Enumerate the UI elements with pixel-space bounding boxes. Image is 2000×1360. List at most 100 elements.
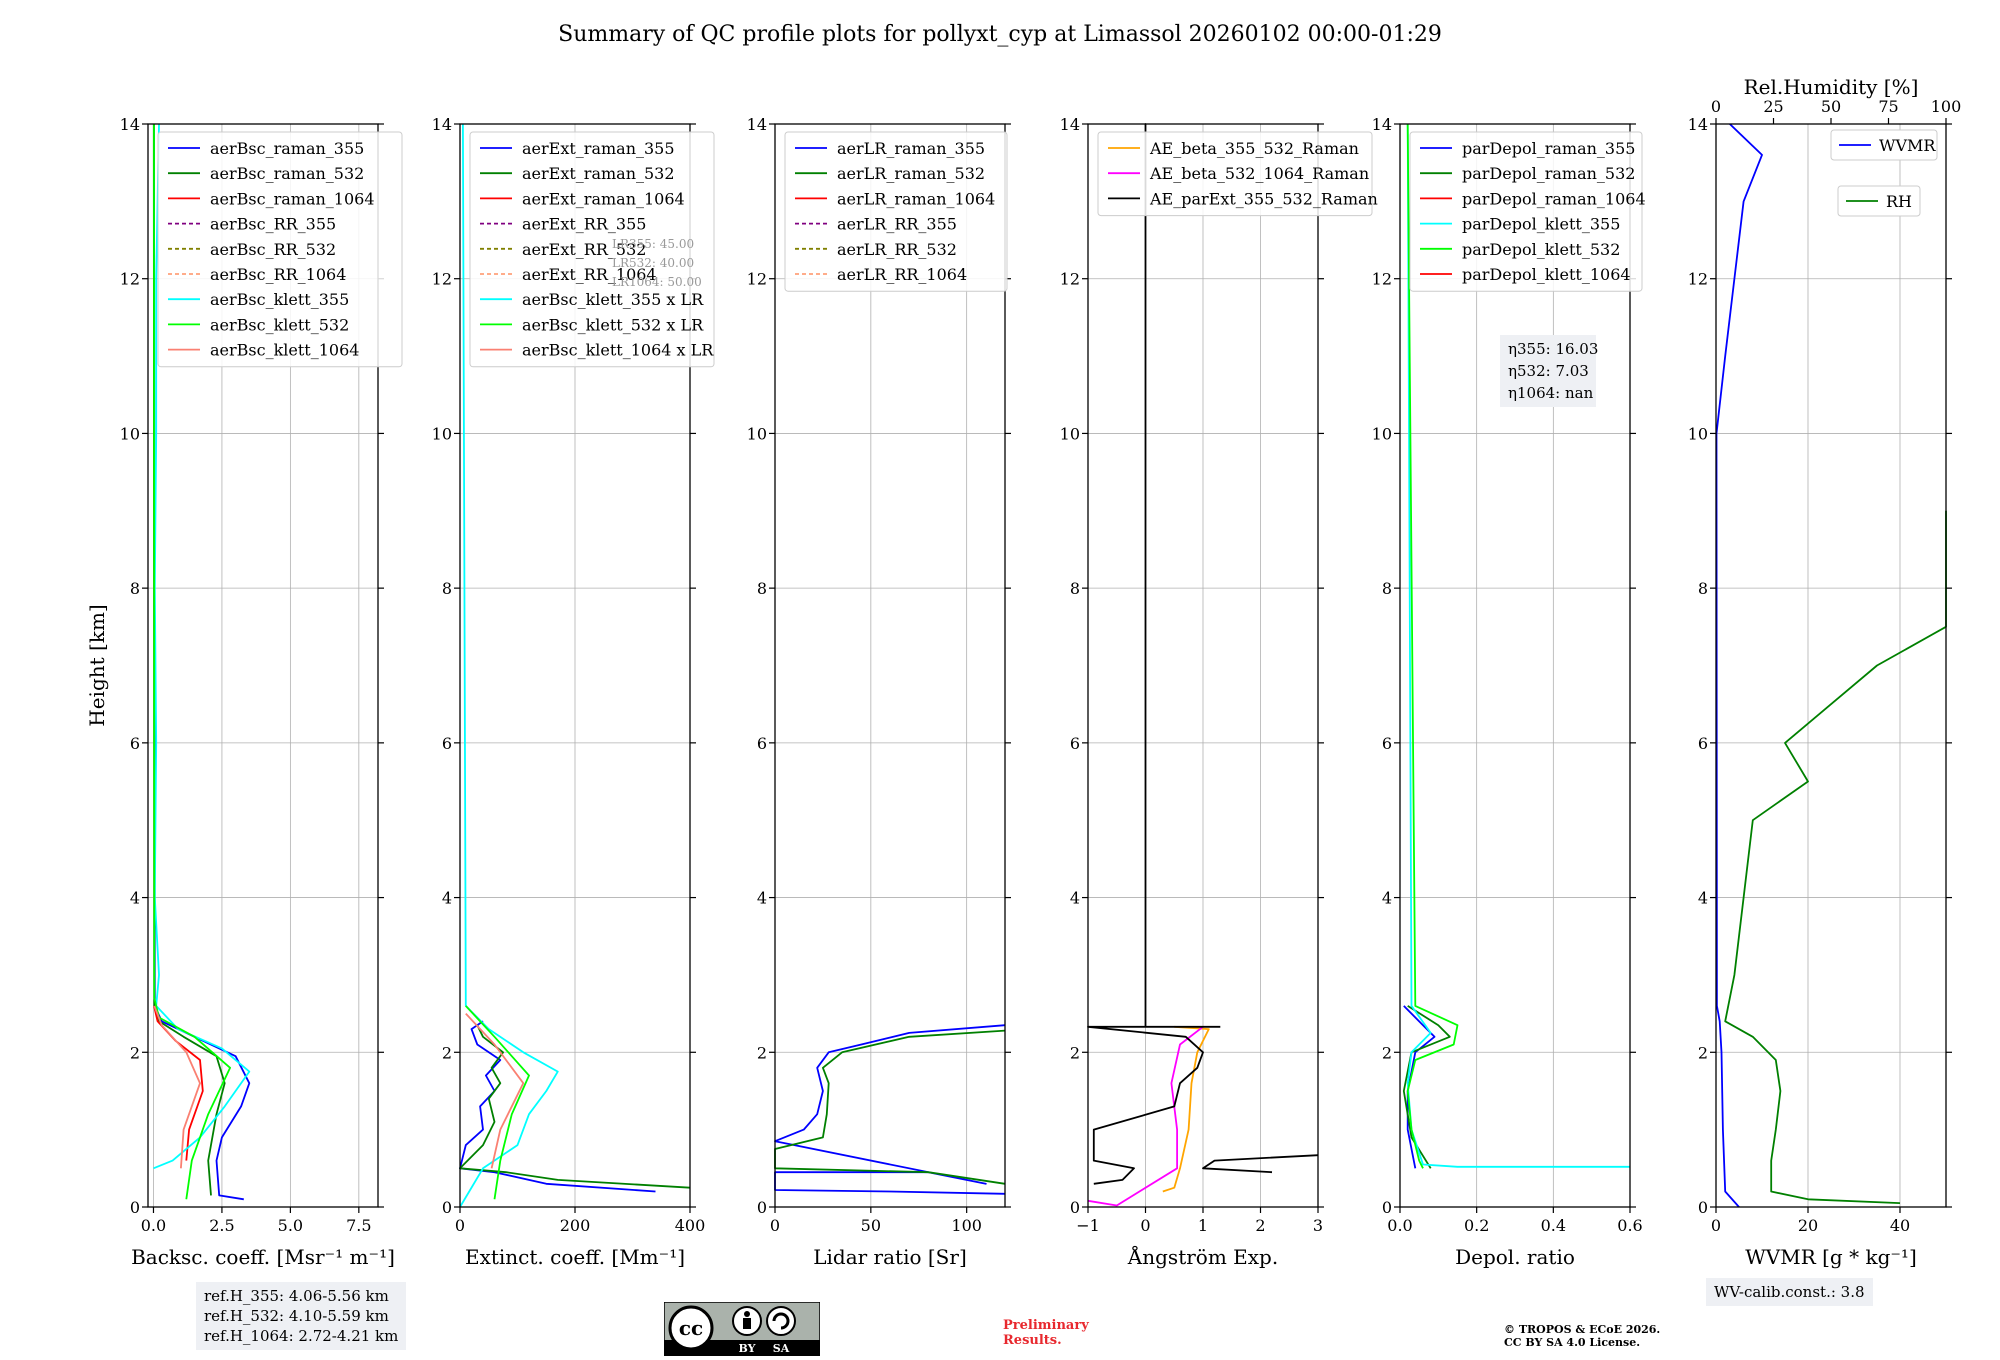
backscatter-legend-label: aerBsc_RR_532: [210, 240, 336, 259]
backscatter-ytick-label: 6: [130, 734, 140, 753]
depol-eta-annotation: η1064: nan: [1508, 384, 1594, 402]
depol-xtick-label: 0.6: [1617, 1216, 1642, 1235]
extinction-legend-label: aerExt_raman_1064: [522, 189, 685, 208]
lidar_ratio-xlabel: Lidar ratio [Sr]: [813, 1245, 967, 1269]
wvmr-top-label: Rel.Humidity [%]: [1744, 75, 1919, 99]
copyright-line-1: © TROPOS & ECoE 2026.: [1504, 1323, 1661, 1336]
wvmr-ytick-label: 2: [1698, 1043, 1708, 1062]
extinction-legend-label: aerBsc_klett_532 x LR: [522, 315, 704, 334]
extinction-ytick-label: 14: [432, 115, 452, 134]
wvmr-legend-label: RH: [1886, 192, 1912, 211]
wvmr-legend-label: WVMR: [1879, 136, 1936, 155]
depol-legend-label: parDepol_klett_1064: [1462, 265, 1631, 284]
depol-ytick-label: 0: [1382, 1198, 1392, 1217]
by-icon-body: [743, 1318, 751, 1329]
wvmr-legend-box: [1830, 129, 1938, 161]
extinction-legend-label: aerExt_RR_1064: [522, 265, 657, 284]
backscatter-axes-frame: [147, 123, 379, 1208]
angstrom-ytick-label: 14: [1060, 115, 1080, 134]
lidar_ratio-legend-label: aerLR_raman_355: [837, 139, 985, 158]
extinction-legend-label: aerExt_RR_532: [522, 240, 646, 259]
angstrom-series-AE_parExt_355_532_Raman_b: [1202, 1154, 1319, 1174]
depol-eta-box: [1500, 335, 1596, 407]
backscatter-legend-label: aerBsc_klett_355: [210, 290, 349, 309]
lidar_ratio-legend-label: aerLR_RR_355: [837, 215, 957, 234]
backscatter-ytick-label: 4: [130, 889, 140, 908]
cc-license-badge: cc BY SA: [664, 1302, 820, 1356]
extinction-ytick-label: 6: [442, 734, 452, 753]
backscatter-xtick-label: 7.5: [346, 1216, 371, 1235]
wvmr-top-xtick-label: 100: [1931, 97, 1962, 116]
by-icon-head: [744, 1311, 750, 1317]
backscatter-legend-label: aerBsc_raman_1064: [210, 189, 375, 208]
backscatter-legend-label: aerBsc_RR_355: [210, 215, 336, 234]
angstrom-ytick-label: 2: [1070, 1043, 1080, 1062]
extinction-legend-label: aerExt_raman_532: [522, 164, 675, 183]
lidar_ratio-ytick-label: 10: [747, 424, 767, 443]
angstrom-xtick-label: 2: [1255, 1216, 1265, 1235]
depol-axes-frame: [1399, 123, 1631, 1208]
lidar_ratio-legend-label: aerLR_raman_1064: [837, 189, 995, 208]
extinction-series-aerExt_raman_532: [459, 1024, 691, 1189]
wvmr-ytick-label: 14: [1688, 115, 1708, 134]
cc-text: cc: [679, 1316, 703, 1340]
backscatter-xlabel: Backsc. coeff. [Msr⁻¹ m⁻¹]: [131, 1245, 395, 1269]
copyright-line-2: CC BY SA 4.0 License.: [1504, 1336, 1641, 1349]
backscatter-legend-box: [157, 131, 403, 368]
depol-legend-label: parDepol_raman_1064: [1462, 189, 1646, 208]
wvmr-series-RH: [1724, 510, 1947, 1204]
cc-by-label: BY: [739, 1342, 756, 1355]
chart-title: Summary of QC profile plots for pollyxt_…: [558, 22, 1442, 47]
wvmr-ytick-label: 8: [1698, 579, 1708, 598]
wvmr-xtick-label: 0: [1711, 1216, 1721, 1235]
depol-legend-box: [1409, 131, 1643, 292]
sa-icon: [766, 1306, 796, 1336]
angstrom-ytick-label: 12: [1060, 270, 1080, 289]
depol-eta-annotation: η355: 16.03: [1508, 340, 1598, 358]
wvmr-ytick-label: 0: [1698, 1198, 1708, 1217]
wvmr-top-xtick-label: 25: [1763, 97, 1783, 116]
sa-icon-arrow: [772, 1312, 790, 1330]
lidar_ratio-xtick-label: 50: [861, 1216, 881, 1235]
lidar_ratio-series-aerLR_raman_532: [774, 1029, 1006, 1185]
extinction-lr-annotation: LR1064: 50.00: [612, 275, 702, 289]
backscatter-legend-label: aerBsc_klett_1064: [210, 341, 359, 360]
depol-legend-label: parDepol_klett_532: [1462, 240, 1620, 259]
preliminary-note: Preliminary Results.: [1003, 1318, 1089, 1348]
angstrom-series-AE_beta_532_1064_Raman: [1087, 1026, 1204, 1207]
ref-height-355: ref.H_355: 4.06-5.56 km: [204, 1287, 389, 1305]
extinction-legend-label: aerBsc_klett_355 x LR: [522, 290, 704, 309]
backscatter-legend-label: aerBsc_RR_1064: [210, 265, 346, 284]
extinction-legend-box: [469, 131, 715, 368]
wvmr-xtick-label: 20: [1798, 1216, 1818, 1235]
backscatter-legend-label: aerBsc_raman_532: [210, 164, 364, 183]
extinction-series-aerBsc_klett_532 x LR: [465, 1005, 530, 1200]
backscatter-ytick-label: 14: [120, 115, 140, 134]
backscatter-ytick-label: 12: [120, 270, 140, 289]
depol-legend-label: parDepol_raman_532: [1462, 164, 1635, 183]
angstrom-legend-box: [1097, 131, 1373, 217]
angstrom-xtick-label: −1: [1076, 1216, 1100, 1235]
wvmr-axes-frame: [1715, 123, 1947, 1208]
extinction-ytick-label: 4: [442, 889, 452, 908]
depol-series-parDepol_klett_355: [1406, 123, 1630, 1168]
backscatter-ylabel: Height [km]: [85, 604, 109, 726]
preliminary-line-2: Results.: [1003, 1333, 1062, 1348]
depol-series-parDepol_raman_355: [1403, 1005, 1436, 1169]
backscatter-xtick-label: 0.0: [141, 1216, 166, 1235]
preliminary-line-1: Preliminary: [1003, 1318, 1089, 1333]
depol-ytick-label: 2: [1382, 1043, 1392, 1062]
backscatter-ytick-label: 10: [120, 424, 140, 443]
ref-height-1064: ref.H_1064: 2.72-4.21 km: [204, 1327, 399, 1345]
extinction-ytick-label: 8: [442, 579, 452, 598]
angstrom-xtick-label: 0: [1140, 1216, 1150, 1235]
angstrom-legend-label: AE_beta_355_532_Raman: [1149, 139, 1359, 158]
depol-ytick-label: 6: [1382, 734, 1392, 753]
wvmr-xlabel: WVMR [g * kg⁻¹]: [1745, 1245, 1917, 1269]
depol-ytick-label: 8: [1382, 579, 1392, 598]
lidar_ratio-xtick-label: 0: [770, 1216, 780, 1235]
extinction-ytick-label: 2: [442, 1043, 452, 1062]
depol-ytick-label: 14: [1372, 115, 1392, 134]
extinction-ytick-label: 12: [432, 270, 452, 289]
wvmr-top-xtick-label: 50: [1821, 97, 1841, 116]
